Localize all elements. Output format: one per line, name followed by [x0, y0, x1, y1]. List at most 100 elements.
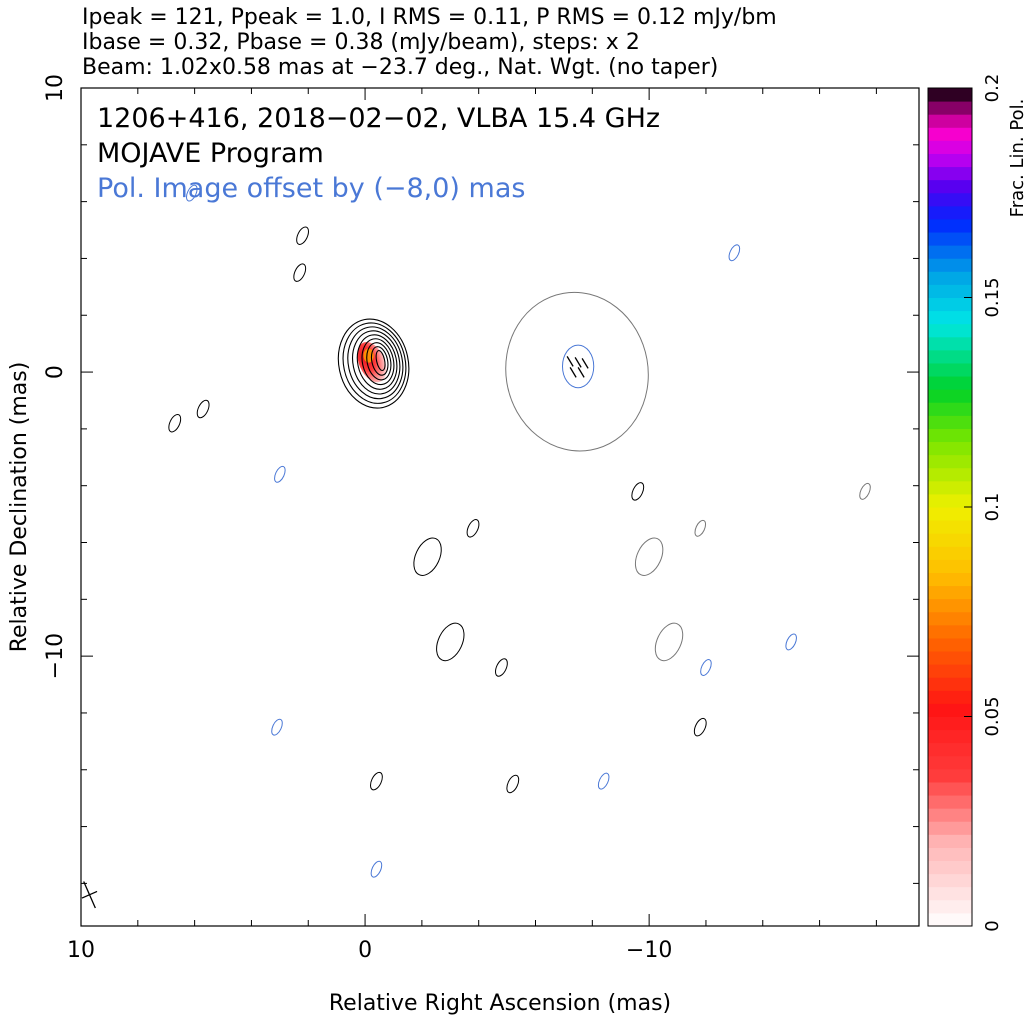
colorbar-band	[928, 454, 972, 469]
colorbar-band	[928, 179, 972, 194]
stokes-i-contour	[356, 334, 398, 390]
colorbar-band	[928, 847, 972, 862]
colorbar-band	[928, 546, 972, 560]
stokes-i-contour	[347, 326, 404, 400]
colorbar-band	[928, 899, 972, 914]
colorbar-band	[928, 637, 972, 652]
header-line-3: Beam: 1.02x0.58 mas at −23.7 deg., Nat. …	[82, 55, 718, 80]
colorbar-band	[928, 362, 972, 377]
colorbar-tick-label: 0	[982, 920, 1003, 931]
source-info-label: 1206+416, 2018−02−02, VLBA 15.4 GHz	[97, 103, 660, 134]
pol-island	[700, 659, 712, 676]
pol-island	[654, 622, 684, 662]
header-line-1: Ipeak = 121, Ppeak = 1.0, I RMS = 0.11, …	[82, 5, 777, 30]
colorbar-band	[928, 834, 972, 848]
colorbar-band	[928, 192, 972, 207]
stokes-i-island	[296, 226, 309, 245]
colorbar-band	[928, 651, 972, 665]
colorbar-tick-label: 0.05	[982, 696, 1003, 736]
stokes-i-island	[293, 263, 307, 282]
evpa-tick	[581, 358, 589, 369]
colorbar: 0 0.05 0.1 0.15 0.2	[927, 74, 1003, 932]
colorbar-band	[928, 781, 972, 796]
pol-contour-outer	[505, 291, 649, 452]
stokes-i-contour	[337, 318, 410, 409]
colorbar-band	[928, 677, 972, 691]
colorbar-band	[928, 860, 972, 875]
colorbar-band	[928, 101, 972, 115]
colorbar-band	[928, 533, 972, 547]
stokes-i-contour	[352, 330, 401, 395]
evpa-tick	[569, 367, 577, 378]
stokes-i-island	[693, 717, 707, 737]
colorbar-band	[928, 559, 972, 573]
colorbar-band	[928, 572, 972, 587]
colorbar-band	[928, 480, 972, 495]
contour-layer	[81, 184, 871, 909]
colorbar-band	[928, 716, 972, 731]
colorbar-band	[928, 428, 972, 443]
x-tick-label: 0	[358, 938, 372, 963]
colorbar-band	[928, 127, 972, 141]
x-axis-label: Relative Right Ascension (mas)	[329, 991, 671, 1016]
y-tick-label: 10	[43, 74, 68, 102]
colorbar-band	[928, 349, 972, 364]
pol-island	[785, 633, 797, 651]
colorbar-band	[928, 873, 972, 888]
stokes-i-island	[168, 413, 182, 433]
colorbar-band	[928, 912, 972, 927]
x-tick-label: 10	[67, 938, 95, 963]
colorbar-band	[928, 166, 972, 181]
stokes-i-island	[466, 519, 480, 538]
colorbar-band	[928, 415, 972, 429]
colorbar-tick-label: 0.15	[982, 277, 1003, 317]
evpa-tick	[566, 356, 574, 367]
pol-island	[859, 482, 871, 500]
pol-contour-inner	[561, 344, 595, 389]
colorbar-band	[928, 218, 972, 233]
stokes-i-island	[495, 658, 508, 677]
colorbar-band	[928, 467, 972, 482]
colorbar-band	[928, 742, 972, 757]
stokes-i-island	[370, 771, 383, 791]
program-label: MOJAVE Program	[97, 138, 324, 169]
header-line-2: Ibase = 0.32, Pbase = 0.38 (mJy/beam), s…	[82, 30, 640, 55]
colorbar-band	[928, 376, 972, 390]
colorbar-band	[928, 768, 972, 783]
y-axis-label: Relative Declination (mas)	[7, 362, 32, 653]
y-tick-label: 0	[43, 365, 68, 379]
colorbar-band	[928, 323, 972, 338]
colorbar-band	[928, 729, 972, 744]
colorbar-band	[928, 624, 972, 639]
pol-island	[597, 772, 610, 790]
colorbar-band	[928, 520, 972, 534]
pol-island	[634, 537, 664, 576]
stokes-i-island	[436, 622, 465, 662]
colorbar-band	[928, 507, 972, 521]
colorbar-band	[928, 114, 972, 128]
beam-minor-axis	[81, 890, 98, 899]
colorbar-band	[928, 297, 972, 312]
stokes-i-contour	[370, 346, 389, 376]
colorbar-tick-label: 0.1	[982, 493, 1003, 522]
colorbar-band	[928, 755, 972, 770]
colorbar-tick-label: 0.2	[982, 74, 1003, 103]
colorbar-band	[928, 245, 972, 259]
colorbar-band	[928, 585, 972, 600]
colorbar-band	[928, 611, 972, 626]
colorbar-band	[928, 441, 972, 456]
stokes-i-contour	[375, 350, 386, 372]
y-tick-label: −10	[43, 633, 68, 679]
pol-offset-label: Pol. Image offset by (−8,0) mas	[97, 173, 525, 204]
colorbar-band	[928, 258, 972, 272]
colorbar-band	[928, 336, 972, 351]
x-tick-label: −10	[626, 938, 672, 963]
plot-frame	[80, 87, 920, 927]
pol-island	[694, 519, 707, 537]
colorbar-band	[928, 821, 972, 835]
pol-island	[271, 718, 283, 736]
colorbar-band	[928, 389, 972, 403]
colorbar-band	[928, 88, 972, 102]
colorbar-band	[928, 598, 972, 613]
